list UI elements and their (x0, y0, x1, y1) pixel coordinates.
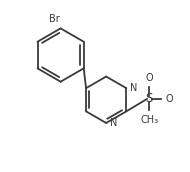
Text: O: O (165, 94, 173, 104)
Text: N: N (110, 118, 117, 128)
Text: N: N (130, 83, 137, 93)
Text: CH₃: CH₃ (140, 115, 158, 125)
Text: S: S (146, 92, 153, 105)
Text: Br: Br (49, 14, 60, 24)
Text: O: O (145, 73, 153, 83)
